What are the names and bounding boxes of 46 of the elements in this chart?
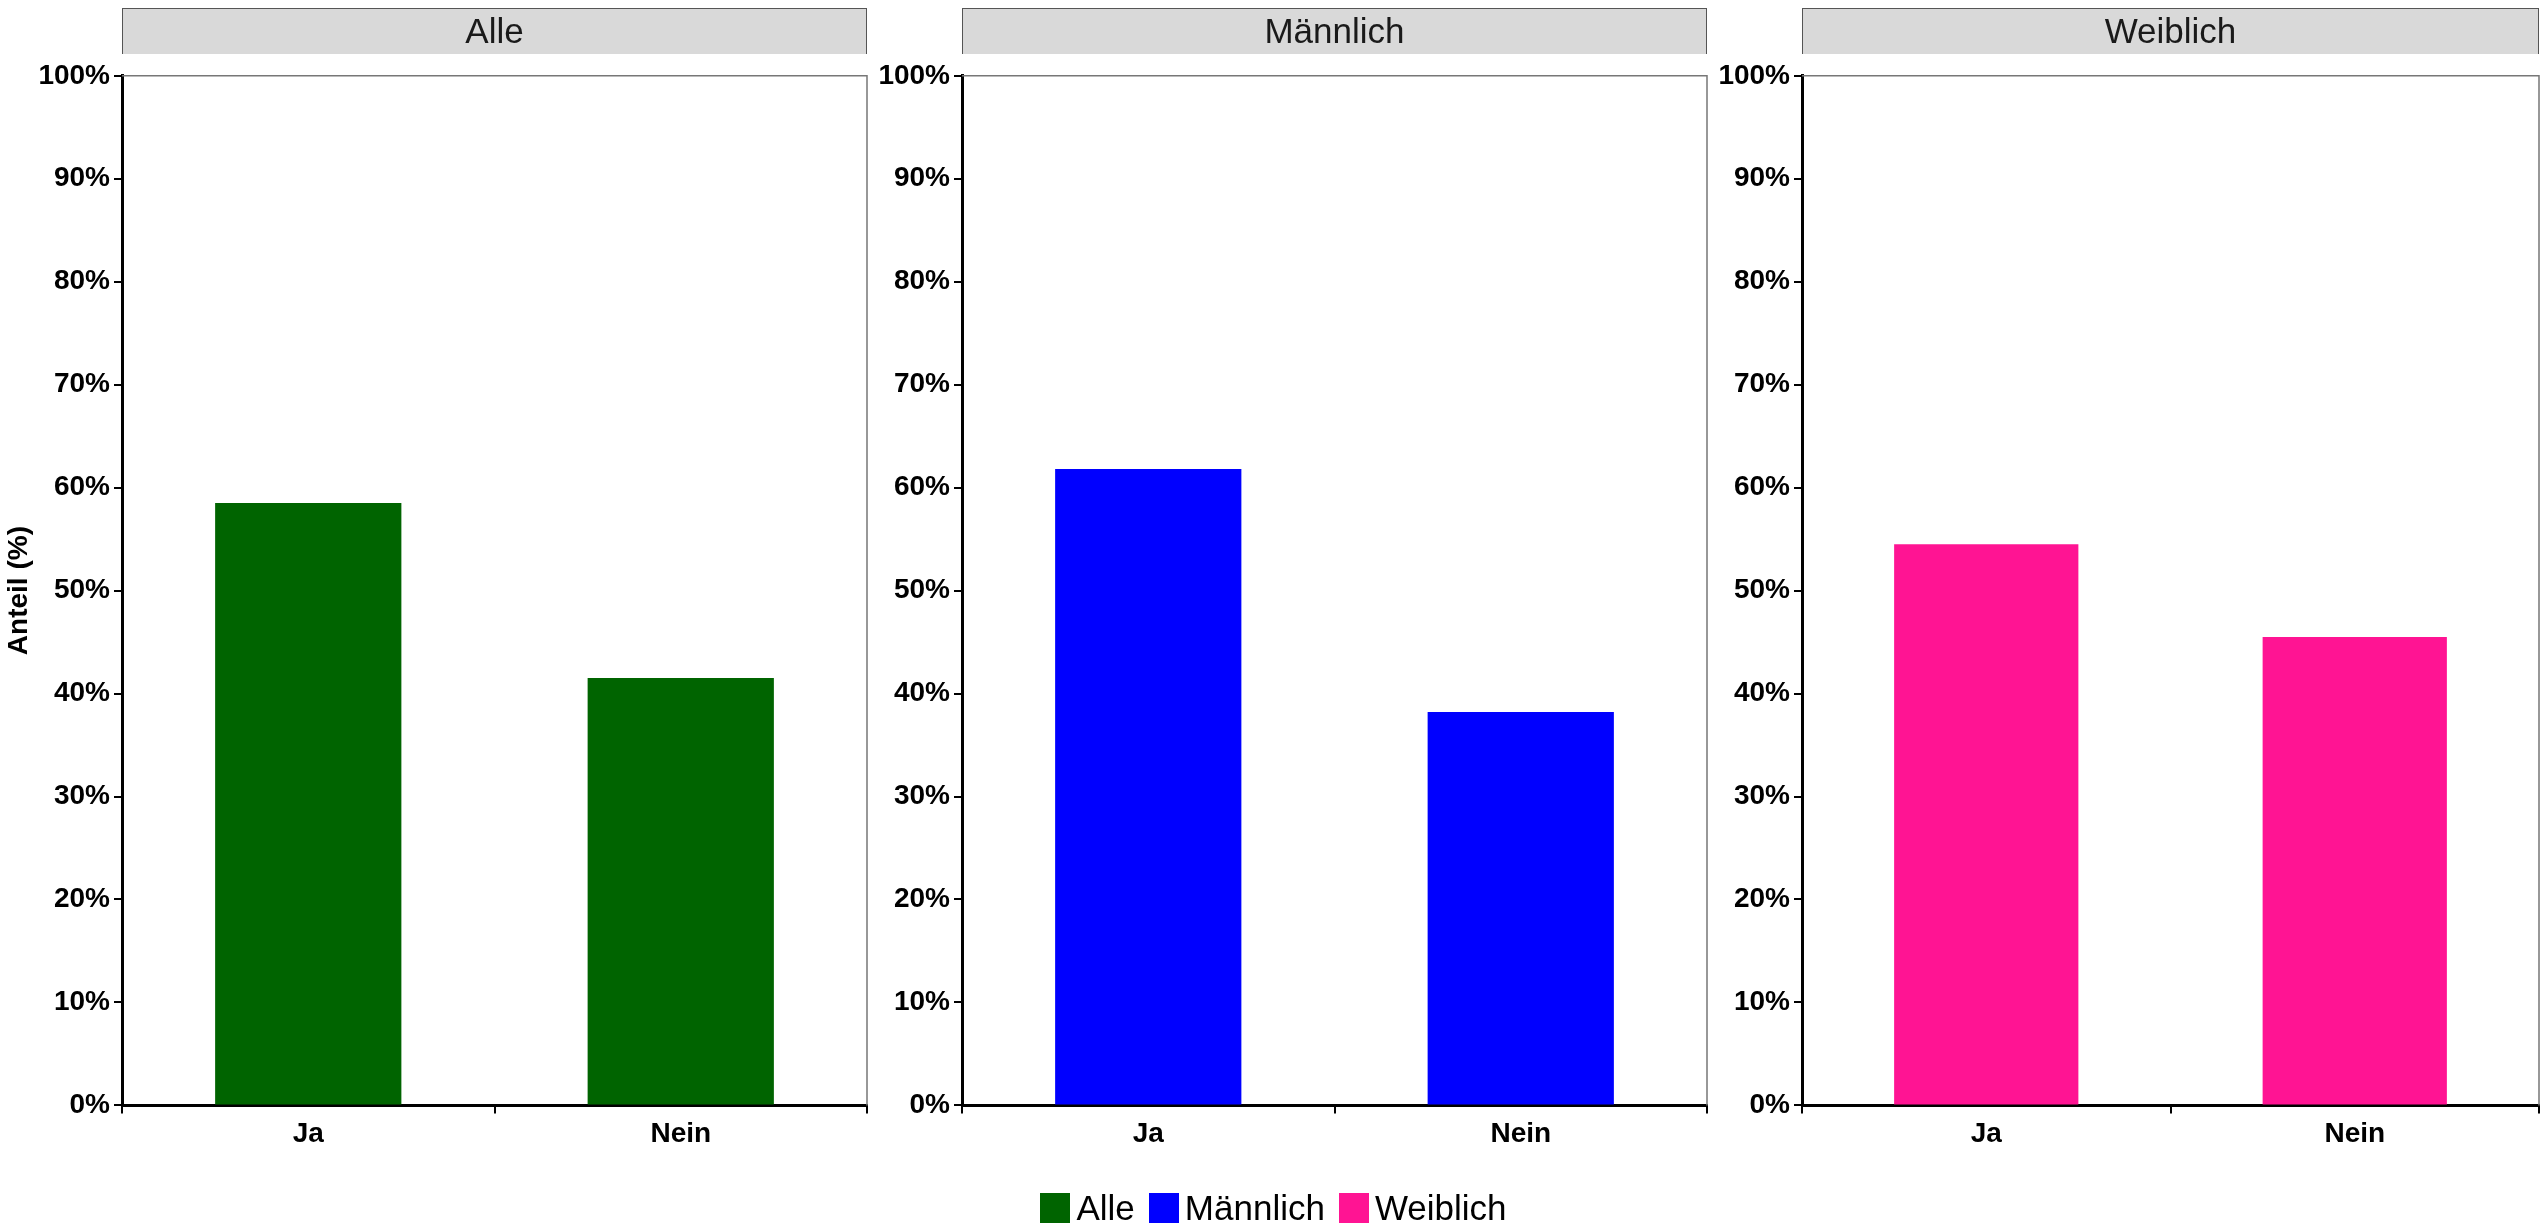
y-tick-label: 20% bbox=[1733, 882, 1791, 914]
chart-title: Weiblich bbox=[1802, 8, 2539, 54]
y-tick-label: 50% bbox=[53, 573, 111, 605]
y-tick-label: 70% bbox=[893, 367, 951, 399]
x-tick-label: Nein bbox=[1490, 1116, 1552, 1148]
y-tick-label: 20% bbox=[53, 882, 111, 914]
chart-title: Männlich bbox=[962, 8, 1707, 54]
legend-label: Männlich bbox=[1184, 1188, 1325, 1228]
y-tick-label: 10% bbox=[53, 985, 111, 1017]
y-tick-label: 100% bbox=[1718, 58, 1791, 90]
y-tick-label: 0% bbox=[69, 1088, 111, 1120]
y-tick-label: 100% bbox=[878, 58, 951, 90]
y-tick-label: 90% bbox=[53, 161, 111, 193]
y-tick-label: 80% bbox=[1733, 264, 1791, 296]
x-tick-label: Ja bbox=[1970, 1116, 2003, 1148]
y-tick-label: 50% bbox=[1733, 573, 1791, 605]
y-tick-label: 40% bbox=[893, 676, 951, 708]
y-tick-label: 60% bbox=[893, 470, 951, 502]
y-tick-label: 90% bbox=[893, 161, 951, 193]
y-axis-title: Anteil (%) bbox=[1, 526, 33, 656]
x-tick-label: Ja bbox=[292, 1116, 325, 1148]
x-tick-label: Nein bbox=[2324, 1116, 2386, 1148]
y-tick-label: 40% bbox=[53, 676, 111, 708]
y-tick-label: 80% bbox=[893, 264, 951, 296]
y-tick-label: 90% bbox=[1733, 161, 1791, 193]
y-tick-label: 0% bbox=[1749, 1088, 1791, 1120]
y-tick-label: 0% bbox=[909, 1088, 951, 1120]
y-tick-label: 60% bbox=[1733, 470, 1791, 502]
chart-title: Alle bbox=[122, 8, 867, 54]
y-tick-label: 50% bbox=[893, 573, 951, 605]
y-tick-label: 30% bbox=[53, 779, 111, 811]
x-tick-label: Nein bbox=[650, 1116, 712, 1148]
y-tick-label: 80% bbox=[53, 264, 111, 296]
y-tick-label: 30% bbox=[893, 779, 951, 811]
legend-label: Weiblich bbox=[1374, 1188, 1507, 1228]
y-tick-label: 70% bbox=[1733, 367, 1791, 399]
y-tick-label: 10% bbox=[893, 985, 951, 1017]
y-tick-label: 10% bbox=[1733, 985, 1791, 1017]
y-tick-label: 60% bbox=[53, 470, 111, 502]
y-tick-label: 70% bbox=[53, 367, 111, 399]
y-tick-label: 20% bbox=[893, 882, 951, 914]
y-tick-label: 100% bbox=[38, 58, 111, 90]
legend-label: Alle bbox=[1076, 1188, 1135, 1228]
y-tick-label: 40% bbox=[1733, 676, 1791, 708]
x-tick-label: Ja bbox=[1132, 1116, 1165, 1148]
y-tick-label: 30% bbox=[1733, 779, 1791, 811]
